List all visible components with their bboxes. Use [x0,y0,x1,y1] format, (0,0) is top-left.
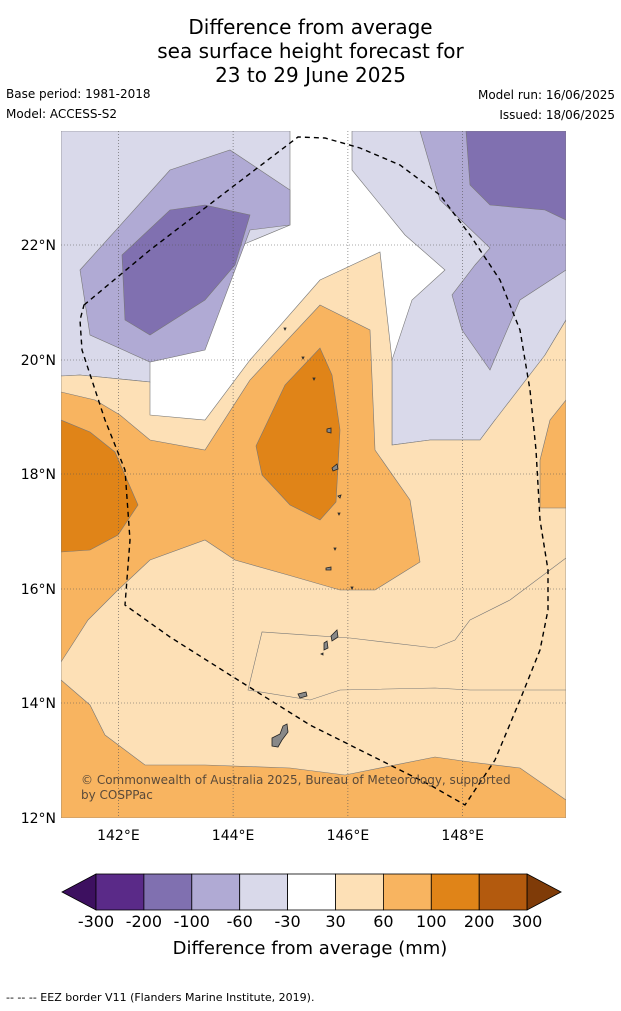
colorbar-tick-label: -100 [174,912,210,931]
lon-tick-label: 148°E [441,828,484,844]
copyright-line-1: © Commonwealth of Australia 2025, Bureau… [81,773,511,787]
colorbar-tick-label: 60 [373,912,393,931]
island-aguijan [320,652,324,656]
colorbar-tick-label: -30 [275,912,301,931]
colorbar: -300 -200 -100 -60 -30 30 60 100 200 300 [61,873,562,931]
island-asuncion [312,377,316,381]
colorbar-tick-label: -200 [126,912,162,931]
lon-tick-labels: 142°E 144°E 146°E 148°E [97,828,484,844]
colorbar-segment [287,873,336,911]
colorbar-tick-label: -60 [227,912,253,931]
island-maug [301,356,305,360]
colorbar-tick-label: 100 [416,912,447,931]
colorbar-segment [95,873,145,911]
island-alamagan [337,494,342,499]
title-line: 23 to 29 June 2025 [215,63,406,87]
colorbar-extend-high [526,873,562,911]
island-guguan [337,512,341,516]
colorbar-segment [191,873,241,911]
map-area: © Commonwealth of Australia 2025, Bureau… [61,131,566,818]
island-rota [297,691,308,699]
colorbar-title: Difference from average (mm) [173,938,448,959]
lat-tick-label: 22°N [21,238,56,254]
eez-legend-footnote: -- -- -- EEZ border V11 (Flanders Marine… [6,991,315,1004]
colorbar-segment [239,873,288,911]
model-name: Model: ACCESS-S2 [6,107,118,121]
map-title: Difference from average sea surface heig… [0,15,621,87]
colorbar-segment [335,873,384,911]
lat-tick-label: 12°N [21,811,56,827]
colorbar-extend-low [61,873,97,911]
title-line: sea surface height forecast for [157,39,464,63]
island-uracas [283,327,287,331]
positive-anomaly-region [61,251,566,818]
copyright-line-2: by COSPPac [81,788,153,802]
issued-date: Issued: 18/06/2025 [499,108,615,122]
island-pagan [331,463,339,472]
lat-tick-label: 14°N [21,696,56,712]
model-run-date: Model run: 16/06/2025 [477,88,615,102]
colorbar-tick-label: 300 [512,912,543,931]
lat-tick-label: 18°N [21,467,56,483]
lon-tick-label: 142°E [97,828,140,844]
negative-anomaly-region-east [351,131,566,446]
lon-tick-label: 146°E [327,828,370,844]
lat-tick-label: 20°N [21,353,56,369]
colorbar-segment [143,873,193,911]
island-saipan [330,629,339,642]
island-anatahan [325,566,332,571]
island-guam [271,723,289,748]
lat-tick-label: 16°N [21,582,56,598]
eez-border [79,136,549,806]
colorbar-tick-label: 200 [464,912,495,931]
colorbar-tick-label: -300 [78,912,114,931]
island-tinian [323,640,329,651]
title-line: Difference from average [188,15,433,39]
island-agrihan [326,427,332,434]
island-sarigan [333,547,337,551]
lon-tick-label: 144°E [212,828,255,844]
base-period: Base period: 1981-2018 [6,87,151,101]
island-farallon-de-medinilla [350,586,354,590]
gridlines [61,131,566,818]
colorbar-segment [430,873,480,911]
lat-tick-labels: 12°N 14°N 16°N 18°N 20°N 22°N [21,238,56,827]
islands [271,327,354,748]
colorbar-segment [478,873,528,911]
colorbar-tick-label: 30 [325,912,345,931]
colorbar-segment [382,873,432,911]
